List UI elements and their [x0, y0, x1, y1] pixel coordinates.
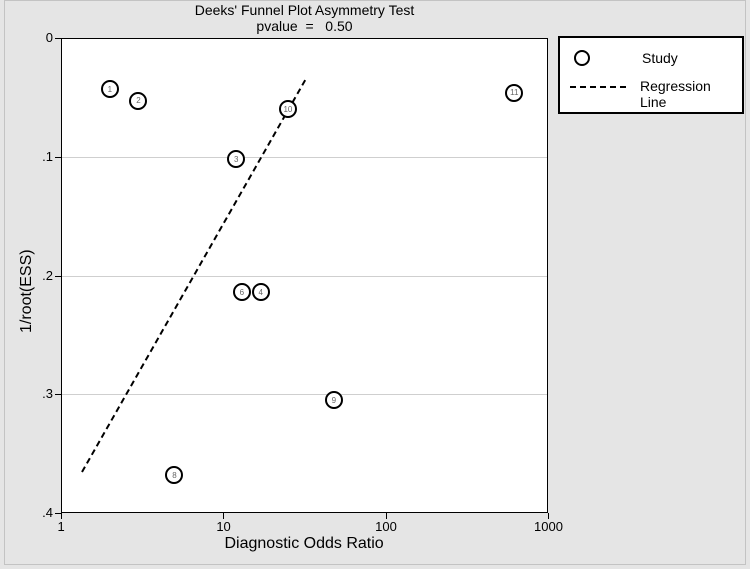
study-point: 1 [101, 80, 119, 98]
legend-label: Study [620, 50, 678, 66]
study-point: 9 [325, 391, 343, 409]
y-tick-mark [55, 157, 61, 158]
y-tick-label: .1 [42, 149, 53, 164]
chart-stage: Deeks' Funnel Plot Asymmetry Test pvalue… [0, 0, 750, 569]
y-tick-mark [55, 276, 61, 277]
x-tick-label: 1000 [534, 519, 563, 534]
study-point: 6 [233, 283, 251, 301]
gridline [62, 394, 547, 395]
x-axis-label: Diagnostic Odds Ratio [225, 535, 384, 553]
x-tick-label: 1 [58, 519, 65, 534]
study-point: 4 [252, 283, 270, 301]
y-tick-mark [55, 394, 61, 395]
chart-title: Deeks' Funnel Plot Asymmetry Test pvalue… [61, 2, 548, 34]
legend-item-study: Study [574, 50, 678, 66]
legend-label: Regression Line [626, 78, 711, 110]
legend-item-regression: Regression Line [570, 78, 711, 110]
y-tick-label: .4 [42, 505, 53, 520]
y-tick-label: .3 [42, 386, 53, 401]
y-tick-label: 0 [46, 30, 53, 45]
x-tick-label: 10 [216, 519, 230, 534]
circle-icon [574, 50, 590, 66]
x-tick-label: 100 [375, 519, 397, 534]
y-tick-label: .2 [42, 268, 53, 283]
study-point: 11 [505, 84, 523, 102]
y-tick-mark [55, 38, 61, 39]
gridline [62, 276, 547, 277]
y-axis-label: 1/root(ESS) [18, 249, 36, 333]
dash-icon [570, 86, 626, 88]
gridline [62, 157, 547, 158]
legend: Study Regression Line [558, 36, 744, 114]
